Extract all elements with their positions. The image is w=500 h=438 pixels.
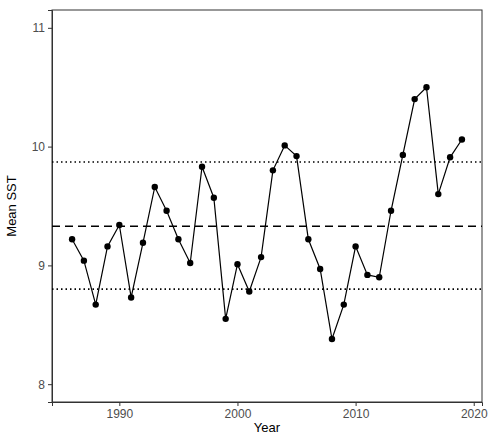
data-point bbox=[246, 288, 252, 294]
data-point bbox=[152, 184, 158, 190]
data-point bbox=[93, 301, 99, 307]
data-point bbox=[104, 243, 110, 249]
data-point bbox=[352, 243, 358, 249]
tick-mark bbox=[48, 265, 52, 266]
data-point bbox=[317, 266, 323, 272]
data-point bbox=[69, 236, 75, 242]
tick: 1990 bbox=[106, 402, 133, 421]
marks bbox=[52, 84, 482, 342]
chart: 1990 2000 2010 2020 8 9 10 11 Year Mean SST bbox=[0, 0, 500, 438]
x-axis: 1990 2000 2010 2020 bbox=[53, 402, 488, 421]
tick: 10 bbox=[32, 140, 52, 154]
data-point bbox=[388, 208, 394, 214]
tick: 2020 bbox=[461, 402, 488, 421]
tick: 2010 bbox=[343, 402, 370, 421]
data-point bbox=[459, 136, 465, 142]
tick-label: 2020 bbox=[461, 407, 488, 421]
data-point bbox=[423, 84, 429, 90]
tick: 11 bbox=[33, 21, 52, 35]
tick-mark bbox=[48, 384, 52, 385]
tick-label: 11 bbox=[33, 21, 46, 35]
data-point bbox=[400, 152, 406, 158]
data-point bbox=[305, 236, 311, 242]
data-point bbox=[364, 272, 370, 278]
tick-label: 2010 bbox=[343, 407, 370, 421]
data-point bbox=[447, 154, 453, 160]
tick: 2000 bbox=[225, 402, 252, 421]
series-line bbox=[72, 87, 462, 339]
data-point bbox=[270, 167, 276, 173]
tick-label: 1990 bbox=[106, 407, 133, 421]
data-point bbox=[329, 336, 335, 342]
tick-mark bbox=[474, 402, 475, 406]
plot: 1990 2000 2010 2020 8 9 10 11 bbox=[32, 10, 488, 421]
data-point bbox=[128, 294, 134, 300]
data-point bbox=[211, 194, 217, 200]
data-point bbox=[175, 236, 181, 242]
tick-label: 2000 bbox=[225, 407, 252, 421]
tick-label: 8 bbox=[38, 378, 45, 392]
data-point bbox=[222, 316, 228, 322]
data-point bbox=[341, 301, 347, 307]
data-point bbox=[282, 142, 288, 148]
tick-label: 10 bbox=[32, 140, 46, 154]
data-point bbox=[199, 164, 205, 170]
reference-line bbox=[52, 288, 482, 290]
y-axis: 8 9 10 11 bbox=[32, 11, 53, 403]
data-point bbox=[411, 96, 417, 102]
x-axis-title: Year bbox=[254, 420, 281, 435]
tick-mark bbox=[119, 402, 120, 406]
data-point bbox=[293, 153, 299, 159]
tick-mark bbox=[237, 402, 238, 406]
data-point bbox=[81, 257, 87, 263]
data-point bbox=[376, 274, 382, 280]
y-axis-title: Mean SST bbox=[4, 175, 19, 236]
tick-mark bbox=[356, 402, 357, 406]
tick-mark bbox=[48, 28, 52, 29]
tick: 8 bbox=[38, 378, 52, 392]
plot-frame bbox=[52, 10, 482, 402]
tick-label: 9 bbox=[38, 259, 45, 273]
data-point bbox=[140, 240, 146, 246]
data-point bbox=[435, 191, 441, 197]
data-point bbox=[258, 254, 264, 260]
tick-mark bbox=[48, 147, 52, 148]
tick: 9 bbox=[38, 259, 52, 273]
data-point bbox=[163, 208, 169, 214]
data-point bbox=[187, 260, 193, 266]
reference-line bbox=[52, 161, 482, 163]
axis-line bbox=[53, 403, 483, 407]
data-point bbox=[234, 261, 240, 267]
data-point bbox=[116, 222, 122, 228]
